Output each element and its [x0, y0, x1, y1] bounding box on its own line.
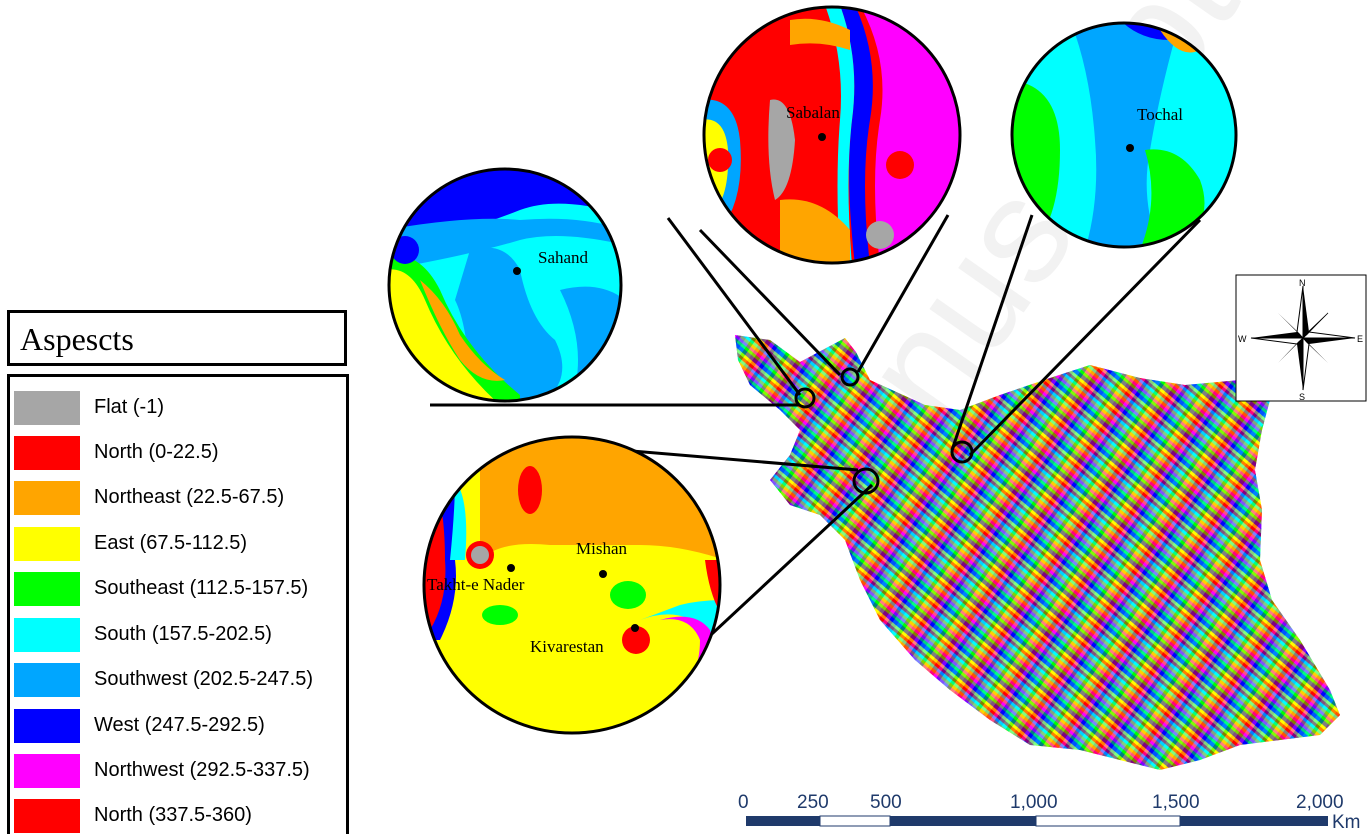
legend-swatch [14, 663, 80, 697]
legend: Flat (-1) North (0-22.5) Northeast (22.5… [7, 374, 349, 834]
legend-item: Flat (-1) [14, 391, 344, 431]
label-sabalan: Sabalan [786, 103, 840, 122]
legend-label: West (247.5-292.5) [94, 714, 265, 736]
label-kivarestan: Kivarestan [530, 637, 604, 656]
legend-label: South (157.5-202.5) [94, 623, 272, 645]
scale-unit: Km [1332, 812, 1361, 833]
compass-n-label: N [1299, 278, 1306, 288]
legend-label: North (0-22.5) [94, 441, 219, 463]
marker-sabalan [840, 367, 860, 387]
legend-item: Northeast (22.5-67.5) [14, 481, 344, 521]
legend-swatch [14, 391, 80, 425]
inset-sahand: Sahand [387, 167, 623, 403]
marker-southwest [852, 467, 880, 495]
legend-label: North (337.5-360) [94, 804, 252, 826]
legend-item: East (67.5-112.5) [14, 527, 344, 567]
inset-southwest: Mishan Takht-e Nader Kivarestan [422, 435, 722, 735]
connector-lines [430, 214, 1202, 647]
label-mishan: Mishan [576, 539, 628, 558]
legend-label: East (67.5-112.5) [94, 532, 248, 554]
inset-sabalan: Sabalan [702, 5, 962, 265]
legend-swatch [14, 436, 80, 470]
label-tochal: Tochal [1137, 105, 1183, 124]
legend-item: North (337.5-360) [14, 799, 344, 839]
label-takht-e-nader: Takht-e Nader [427, 575, 525, 594]
scale-tick-500: 500 [870, 792, 902, 813]
legend-label: Flat (-1) [94, 396, 164, 418]
compass-s-label: S [1299, 392, 1305, 402]
legend-item: West (247.5-292.5) [14, 709, 344, 749]
legend-item: North (0-22.5) [14, 436, 344, 476]
legend-label: Northeast (22.5-67.5) [94, 486, 285, 508]
legend-swatch [14, 799, 80, 833]
legend-swatch [14, 709, 80, 743]
marker-sahand [794, 387, 816, 409]
compass-e-label: E [1357, 334, 1363, 344]
inset-tochal: Tochal [1010, 21, 1238, 249]
legend-item: Northwest (292.5-337.5) [14, 754, 344, 794]
label-sahand: Sahand [538, 248, 589, 267]
marker-tochal [950, 440, 974, 464]
scale-tick-0: 0 [738, 792, 749, 813]
legend-item: South (157.5-202.5) [14, 618, 344, 658]
legend-title: Aspescts [20, 321, 134, 357]
scale-bar: 0 250 500 1,000 1,500 2,000 Km [738, 792, 1361, 833]
legend-label: Southeast (112.5-157.5) [94, 577, 309, 599]
legend-label: Southwest (202.5-247.5) [94, 668, 314, 690]
scale-tick-2000: 2,000 [1296, 792, 1344, 813]
legend-label: Northwest (292.5-337.5) [94, 759, 310, 781]
legend-swatch [14, 527, 80, 561]
legend-item: Southeast (112.5-157.5) [14, 572, 344, 612]
legend-swatch [14, 754, 80, 788]
legend-swatch [14, 481, 80, 515]
scale-tick-1000: 1,000 [1010, 792, 1058, 813]
legend-swatch [14, 618, 80, 652]
legend-swatch [14, 572, 80, 606]
legend-item: Southwest (202.5-247.5) [14, 663, 344, 703]
compass-rose: N S E W [1235, 274, 1367, 402]
legend-title-box: Aspescts [7, 310, 347, 366]
scale-tick-1500: 1,500 [1152, 792, 1200, 813]
scale-tick-250: 250 [797, 792, 829, 813]
compass-w-label: W [1238, 334, 1247, 344]
